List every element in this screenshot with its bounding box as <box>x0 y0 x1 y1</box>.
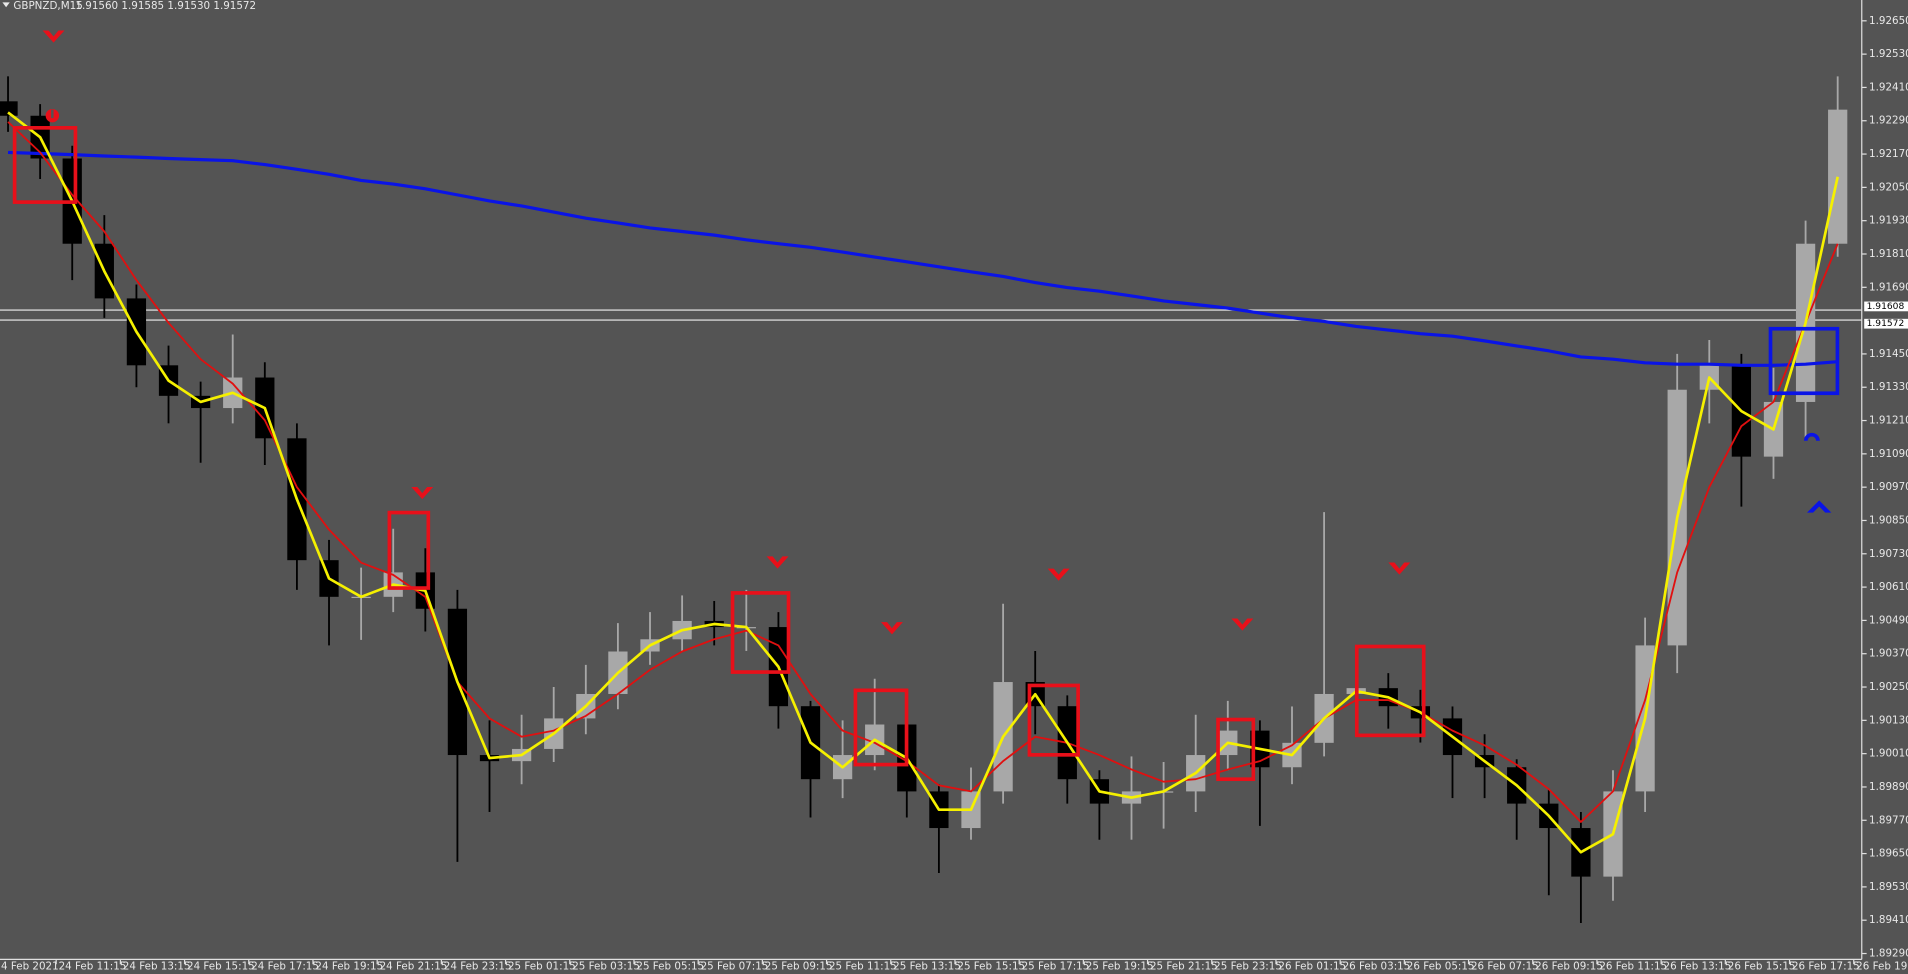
signal-box <box>1768 326 1840 396</box>
signal-box <box>1216 717 1256 782</box>
x-tick-label: 26 Feb 19:15 <box>1856 961 1908 973</box>
sell-arrow <box>766 556 789 569</box>
y-tick-label: 1.89890 <box>1869 781 1908 793</box>
x-tick-label: 25 Feb 03:15 <box>572 961 640 973</box>
signal-box <box>730 591 791 674</box>
y-tick-label: 1.90730 <box>1869 548 1908 560</box>
x-tick-label: 24 Feb 11:15 <box>59 961 127 973</box>
x-tick-label: 24 Feb 2021 <box>0 961 59 973</box>
y-tick-label: 1.90850 <box>1869 514 1908 526</box>
y-tick-label: 1.90010 <box>1869 748 1908 760</box>
moving-average-line <box>7 111 1839 854</box>
candle-body <box>1828 109 1848 244</box>
x-tick-label: 25 Feb 05:15 <box>636 961 704 973</box>
y-tick-label: 1.91810 <box>1869 248 1908 260</box>
y-tick-label: 1.89770 <box>1869 814 1908 826</box>
x-tick-label: 24 Feb 13:15 <box>123 961 191 973</box>
x-tick-label: 25 Feb 17:15 <box>1022 961 1090 973</box>
sell-arrow <box>1388 562 1411 575</box>
signal-box <box>12 126 78 204</box>
x-tick-label: 26 Feb 13:15 <box>1664 961 1732 973</box>
y-tick-label: 1.90130 <box>1869 714 1908 726</box>
x-tick-label: 24 Feb 23:15 <box>444 961 512 973</box>
candle-body <box>0 101 18 116</box>
y-tick-label: 1.92410 <box>1869 81 1908 93</box>
sell-arrow <box>411 487 434 500</box>
y-tick-label: 1.92650 <box>1869 15 1908 27</box>
moving-average-line <box>7 150 1838 367</box>
x-tick-label: 26 Feb 17:15 <box>1792 961 1860 973</box>
sell-arrow <box>1231 618 1254 631</box>
sell-arrow <box>880 622 903 635</box>
x-tick-label: 25 Feb 11:15 <box>829 961 897 973</box>
y-tick-label: 1.89290 <box>1869 948 1908 960</box>
y-tick-label: 1.92290 <box>1869 115 1908 127</box>
sell-signal-icon-mark <box>51 109 54 119</box>
y-tick-label: 1.90490 <box>1869 614 1908 626</box>
quote: 1.91560 1.91585 1.91530 1.91572 <box>75 0 256 12</box>
y-tick-label: 1.91330 <box>1869 381 1908 393</box>
y-tick-label: 1.89650 <box>1869 848 1908 860</box>
signal-box <box>1027 683 1080 757</box>
moving-average-line <box>7 121 1839 823</box>
x-tick-label: 26 Feb 11:15 <box>1599 961 1667 973</box>
y-tick-label: 1.89410 <box>1869 914 1908 926</box>
y-tick-label: 1.91090 <box>1869 448 1908 460</box>
x-tick-label: 26 Feb 01:15 <box>1278 961 1346 973</box>
x-tick-label: 25 Feb 13:15 <box>893 961 961 973</box>
buy-signal-icon <box>1803 432 1820 442</box>
plot-area <box>0 76 1862 923</box>
y-tick-label: 1.92050 <box>1869 181 1908 193</box>
y-tick-label: 1.90610 <box>1869 581 1908 593</box>
x-tick-label: 25 Feb 15:15 <box>957 961 1025 973</box>
signal-box <box>853 688 909 767</box>
price-label: 1.91572 <box>1867 319 1905 329</box>
x-tick-label: 24 Feb 17:15 <box>251 961 319 973</box>
y-tick-label: 1.91930 <box>1869 215 1908 227</box>
price-label: 1.91608 <box>1867 302 1905 312</box>
signal-box <box>387 510 431 590</box>
x-tick-label: 26 Feb 05:15 <box>1407 961 1475 973</box>
x-tick-label: 26 Feb 07:15 <box>1471 961 1539 973</box>
x-tick-label: 25 Feb 23:15 <box>1214 961 1282 973</box>
y-tick-label: 1.91210 <box>1869 415 1908 427</box>
y-tick-label: 1.89530 <box>1869 881 1908 893</box>
x-tick-label: 25 Feb 21:15 <box>1150 961 1218 973</box>
x-tick-label: 24 Feb 19:15 <box>315 961 383 973</box>
x-tick-label: 25 Feb 07:15 <box>701 961 769 973</box>
sell-arrow <box>1047 568 1070 581</box>
y-tick-label: 1.91690 <box>1869 281 1908 293</box>
price-label-box <box>1864 318 1908 329</box>
x-tick-label: 26 Feb 15:15 <box>1728 961 1796 973</box>
sell-arrow <box>42 30 65 43</box>
x-tick-label: 25 Feb 09:15 <box>765 961 833 973</box>
x-tick-label: 24 Feb 15:15 <box>187 961 255 973</box>
y-tick-label: 1.91450 <box>1869 348 1908 360</box>
y-tick-label: 1.90370 <box>1869 648 1908 660</box>
y-tick-label: 1.90970 <box>1869 481 1908 493</box>
signal-overlay <box>12 30 1840 782</box>
y-tick-label: 1.90250 <box>1869 681 1908 693</box>
price-label-box <box>1864 301 1908 312</box>
x-tick-label: 25 Feb 19:15 <box>1086 961 1154 973</box>
header-triangle <box>2 2 10 8</box>
x-tick-label: 24 Feb 21:15 <box>380 961 448 973</box>
symbol-title: GBPNZD,M15 <box>13 0 82 12</box>
x-tick-label: 26 Feb 03:15 <box>1343 961 1411 973</box>
signal-box <box>1354 644 1426 738</box>
y-tick-label: 1.92530 <box>1869 48 1908 60</box>
x-tick-label: 25 Feb 01:15 <box>508 961 576 973</box>
x-tick-label: 26 Feb 09:15 <box>1535 961 1603 973</box>
buy-arrow <box>1807 500 1832 513</box>
y-tick-label: 1.92170 <box>1869 148 1908 160</box>
